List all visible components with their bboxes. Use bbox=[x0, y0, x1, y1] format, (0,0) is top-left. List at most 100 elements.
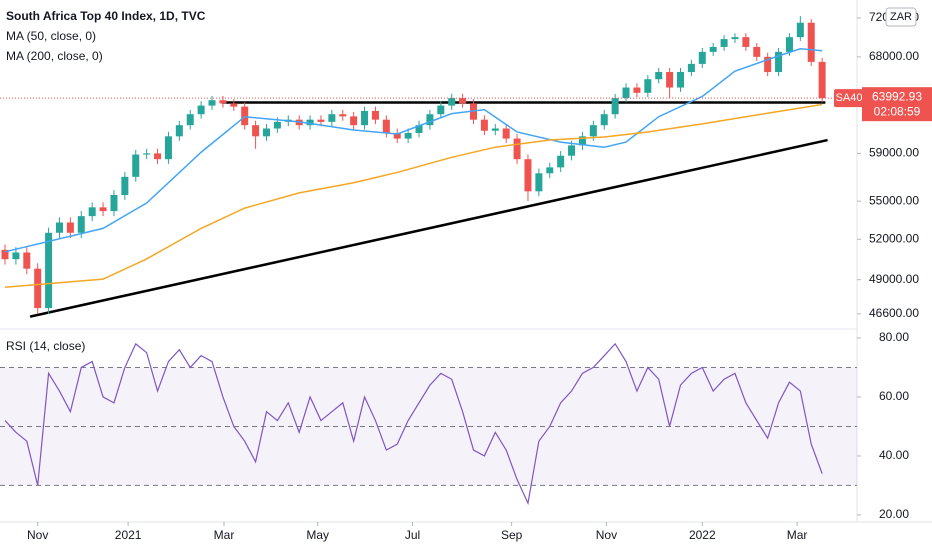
x-tick-label: May bbox=[306, 528, 329, 542]
x-tick-label: Nov bbox=[596, 528, 617, 542]
candle-body bbox=[655, 72, 663, 80]
candle-body bbox=[666, 72, 674, 88]
candle-body bbox=[459, 98, 467, 104]
candle-body bbox=[208, 100, 216, 106]
moving-average bbox=[4, 48, 823, 253]
candle-body bbox=[306, 119, 314, 126]
candle-body bbox=[219, 100, 227, 104]
candle-body bbox=[818, 61, 826, 99]
x-tick-label: Mar bbox=[214, 528, 235, 542]
x-tick-label: 2022 bbox=[689, 528, 716, 542]
candle-body bbox=[426, 114, 434, 126]
rsi-title: RSI (14, close) bbox=[6, 339, 85, 353]
legend-entry: MA (200, close, 0) bbox=[6, 49, 103, 63]
candle-body bbox=[677, 72, 685, 88]
candle-body bbox=[437, 105, 445, 115]
countdown-label: 02:08:59 bbox=[874, 104, 921, 118]
candle-body bbox=[164, 136, 172, 160]
candle-body bbox=[99, 207, 107, 212]
candle-body bbox=[12, 252, 20, 260]
candle-body bbox=[578, 136, 586, 146]
candle-body bbox=[785, 37, 793, 52]
candle-body bbox=[45, 232, 53, 309]
candle-body bbox=[698, 51, 706, 64]
candle-body bbox=[66, 222, 74, 233]
y-tick-label: 49000.00 bbox=[869, 272, 919, 286]
candle-body bbox=[796, 22, 804, 38]
candle-body bbox=[121, 176, 129, 195]
candle-body bbox=[382, 119, 390, 133]
candle-body bbox=[273, 121, 281, 129]
chart-title: South Africa Top 40 Index, 1D, TVC bbox=[6, 9, 206, 23]
candle-body bbox=[589, 125, 597, 137]
candle-body bbox=[186, 114, 194, 126]
y-tick-label: 60.00 bbox=[879, 389, 909, 403]
candle-body bbox=[361, 110, 369, 126]
candle-body bbox=[524, 159, 532, 192]
candle-body bbox=[339, 114, 347, 117]
candle-body bbox=[600, 114, 608, 126]
candle-body bbox=[491, 128, 499, 131]
candle-body bbox=[393, 132, 401, 139]
overlay: South Africa Top 40 Index, 1D, TVC MA (5… bbox=[6, 7, 932, 542]
y-tick-label: 46600.00 bbox=[869, 306, 919, 320]
candle-body bbox=[644, 79, 652, 93]
candle-body bbox=[77, 216, 85, 233]
candle-body bbox=[480, 119, 488, 131]
y-tick-label: 68000.00 bbox=[869, 49, 919, 63]
candle-body bbox=[241, 106, 249, 126]
candle-body bbox=[110, 194, 118, 212]
candle-body bbox=[328, 114, 336, 122]
rsi-line bbox=[4, 342, 823, 506]
candle-body bbox=[371, 110, 379, 120]
symbol-tag bbox=[834, 89, 864, 108]
candle-body bbox=[317, 119, 325, 122]
candle-body bbox=[350, 116, 358, 126]
candle-body bbox=[764, 56, 772, 73]
candle-body bbox=[513, 138, 521, 160]
candle-body bbox=[720, 39, 728, 47]
candle-body bbox=[535, 173, 543, 192]
candle-body bbox=[611, 98, 619, 115]
candle-body bbox=[687, 63, 695, 73]
candle-body bbox=[175, 125, 183, 137]
candle-body bbox=[775, 51, 783, 73]
candle-body bbox=[546, 167, 554, 174]
candle-body bbox=[415, 125, 423, 133]
candle-body bbox=[753, 46, 761, 57]
x-tick-label: Mar bbox=[787, 528, 808, 542]
candle-body bbox=[557, 155, 565, 168]
candle-body bbox=[88, 207, 96, 217]
candle-body bbox=[143, 153, 151, 155]
y-tick-label: 80.00 bbox=[879, 330, 909, 344]
trend-line bbox=[29, 138, 828, 318]
candle-body bbox=[742, 37, 750, 47]
candle-body bbox=[262, 128, 270, 137]
candle-body bbox=[132, 154, 140, 177]
candle-body bbox=[154, 153, 162, 160]
symbol-label: SA40 bbox=[836, 92, 863, 104]
price-tag-label: 63992.93 bbox=[872, 89, 922, 103]
x-tick-label: 2021 bbox=[115, 528, 142, 542]
candle-body bbox=[633, 87, 641, 93]
candle-body bbox=[404, 132, 412, 139]
y-tick-label: 20.00 bbox=[879, 507, 909, 521]
x-tick-label: Sep bbox=[501, 528, 523, 542]
currency-badge bbox=[885, 7, 917, 27]
candle-body bbox=[1, 249, 9, 260]
y-tick-label: 55000.00 bbox=[869, 193, 919, 207]
moving-average bbox=[4, 103, 823, 288]
candle-body bbox=[731, 37, 739, 40]
y-tick-label: 40.00 bbox=[879, 448, 909, 462]
x-tick-label: Nov bbox=[27, 528, 48, 542]
candle-body bbox=[709, 46, 717, 52]
legend-entry: MA (50, close, 0) bbox=[6, 29, 96, 43]
candle-body bbox=[502, 128, 510, 139]
y-tick-label: 52000.00 bbox=[869, 231, 919, 245]
price-tag bbox=[862, 87, 932, 122]
candle-body bbox=[807, 22, 815, 62]
candle-body bbox=[34, 268, 42, 309]
x-tick-label: Jul bbox=[405, 528, 420, 542]
